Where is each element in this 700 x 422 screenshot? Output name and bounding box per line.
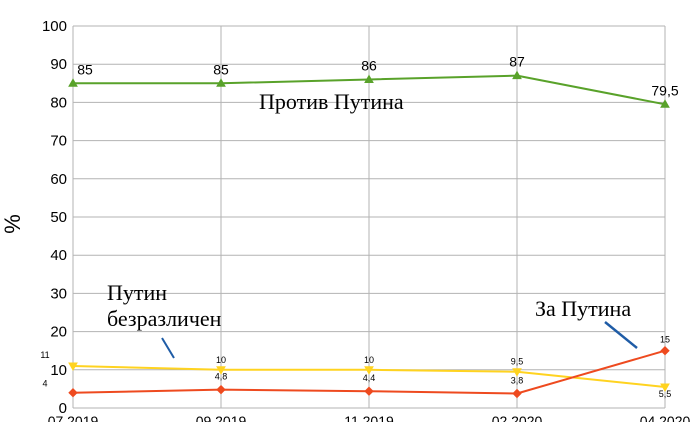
data-label: 79,5 xyxy=(651,82,678,98)
y-axis-ticks: 0 10 20 30 40 50 60 70 80 90 100 xyxy=(42,18,67,417)
series-annotation: Путин безразличен xyxy=(107,280,222,331)
y-tick-label: 70 xyxy=(50,133,67,150)
data-point xyxy=(216,78,226,87)
data-point xyxy=(216,366,226,375)
y-tick-label: 100 xyxy=(42,18,67,35)
x-tick-label: 07.2019 xyxy=(48,413,99,422)
y-tick-label: 30 xyxy=(50,285,67,302)
annotation-line: За Путина xyxy=(535,296,631,321)
x-axis-ticks: 07.2019 09.2019 11.2019 02.2020 04.2020 xyxy=(48,413,691,422)
axes xyxy=(72,26,665,409)
data-label: 5,5 xyxy=(659,389,672,399)
data-label: 85 xyxy=(213,61,229,77)
series-annotation: Против Путина xyxy=(259,89,404,114)
data-point xyxy=(660,99,670,108)
series-annotation: За Путина xyxy=(535,296,631,321)
data-point xyxy=(512,388,522,399)
data-point xyxy=(216,384,226,395)
x-tick-label: 04.2020 xyxy=(640,413,691,422)
data-label: 3,8 xyxy=(511,375,524,385)
data-label: 10 xyxy=(216,355,226,365)
data-label: 10 xyxy=(364,355,374,365)
annotation-pointer-indifferent xyxy=(161,337,175,359)
data-point xyxy=(68,388,78,398)
y-axis-label: % xyxy=(0,214,25,234)
y-tick-label: 80 xyxy=(50,94,67,111)
data-label: 11 xyxy=(40,350,49,360)
data-point xyxy=(68,78,78,87)
x-tick-label: 02.2020 xyxy=(492,413,543,422)
data-label: 87 xyxy=(509,54,525,70)
data-label: 85 xyxy=(77,61,93,77)
y-tick-label: 60 xyxy=(50,171,67,188)
data-label: 4,8 xyxy=(215,372,228,382)
annotations: Против Путина Путин безразличен За Путина xyxy=(107,89,638,359)
data-point xyxy=(364,366,374,375)
y-tick-label: 20 xyxy=(50,324,67,341)
data-point xyxy=(660,383,670,392)
y-tick-label: 50 xyxy=(50,209,67,226)
y-tick-label: 0 xyxy=(59,400,67,417)
y-tick-label: 10 xyxy=(50,362,67,379)
data-point xyxy=(512,70,522,80)
x-tick-label: 09.2019 xyxy=(196,413,247,422)
data-point xyxy=(364,74,374,83)
y-tick-label: 40 xyxy=(50,247,67,264)
data-point xyxy=(68,362,78,371)
annotation-line: безразличен xyxy=(107,306,222,331)
annotation-pointer-for xyxy=(604,321,638,349)
data-point xyxy=(364,386,374,396)
annotation-line: Против Путина xyxy=(259,89,404,114)
data-label: 15 xyxy=(660,335,670,345)
data-label: 9,5 xyxy=(511,357,524,367)
y-tick-label: 90 xyxy=(50,56,67,73)
data-label: 86 xyxy=(361,57,377,73)
data-label: 4,4 xyxy=(363,373,376,383)
x-tick-label: 11.2019 xyxy=(344,413,394,422)
data-point xyxy=(660,345,670,356)
data-label: 4 xyxy=(42,379,47,389)
annotation-line: Путин xyxy=(107,280,167,305)
data-point xyxy=(512,368,522,377)
